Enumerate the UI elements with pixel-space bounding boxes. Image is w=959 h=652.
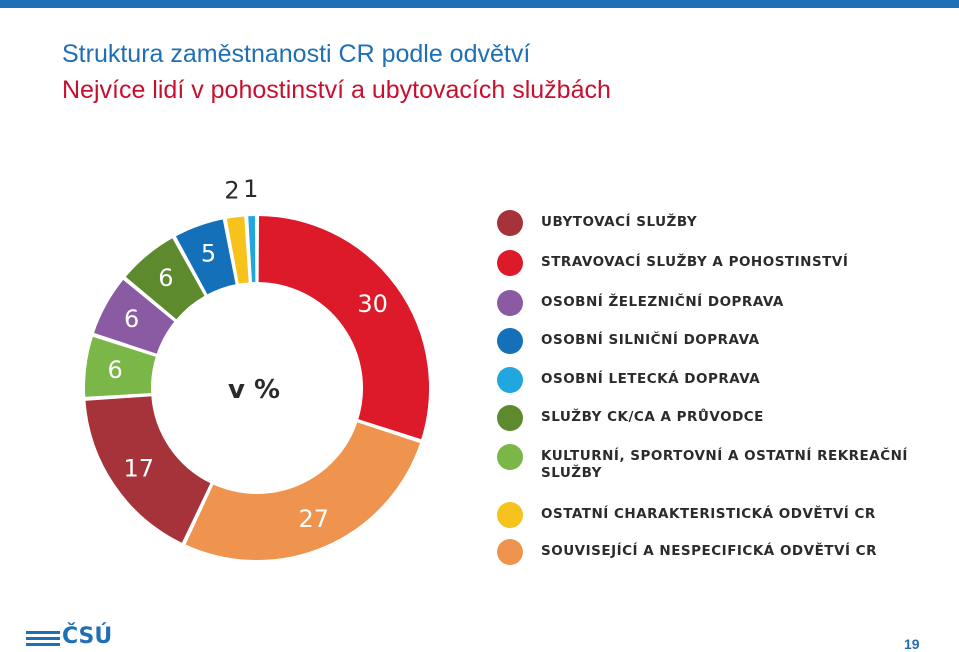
- logo-text: ČSÚ: [62, 624, 113, 649]
- donut-slice: [83, 334, 159, 399]
- legend-item: SOUVISEJÍCÍ A NESPECIFICKÁ ODVĚTVÍ CR: [497, 537, 927, 567]
- slice-value-label: 17: [123, 454, 154, 482]
- legend-label: OSOBNÍ SILNIČNÍ DOPRAVA: [541, 332, 760, 348]
- legend-item: OSOBNÍ ŽELEZNIČNÍ DOPRAVA: [497, 288, 927, 318]
- legend-label: SLUŽBY CK/CA A PRŮVODCE: [541, 409, 764, 425]
- legend-swatch-icon: [497, 367, 523, 393]
- legend-label: OSTATNÍ CHARAKTERISTICKÁ ODVĚTVÍ CR: [541, 506, 876, 522]
- legend-item: STRAVOVACÍ SLUŽBY A POHOSTINSTVÍ: [497, 248, 927, 278]
- top-accent-bar: [0, 0, 959, 8]
- slice-value-label: 5: [201, 239, 216, 267]
- legend-label: OSOBNÍ ŽELEZNIČNÍ DOPRAVA: [541, 294, 784, 310]
- legend-swatch-icon: [497, 250, 523, 276]
- donut-slice: [224, 214, 251, 286]
- chart-center-label: v %: [228, 375, 280, 405]
- legend-swatch-icon: [497, 502, 523, 528]
- donut-slice: [173, 217, 238, 298]
- donut-slice: [182, 419, 423, 562]
- legend-swatch-icon: [497, 210, 523, 236]
- legend-item: OSOBNÍ LETECKÁ DOPRAVA: [497, 365, 927, 395]
- legend-item: KULTURNÍ, SPORTOVNÍ A OSTATNÍ REKREAČNÍ …: [497, 442, 927, 481]
- legend-item: UBYTOVACÍ SLUŽBY: [497, 208, 927, 238]
- slice-value-label: 30: [357, 290, 388, 318]
- legend-swatch-icon: [497, 405, 523, 431]
- page-subtitle: Nejvíce lidí v pohostinství a ubytovacíc…: [62, 76, 611, 104]
- csu-logo: ČSÚ: [26, 624, 116, 652]
- donut-slice: [246, 213, 258, 285]
- legend-item: OSOBNÍ SILNIČNÍ DOPRAVA: [497, 326, 927, 356]
- slice-value-label: 6: [124, 305, 139, 333]
- legend-swatch-icon: [497, 328, 523, 354]
- legend-label: KULTURNÍ, SPORTOVNÍ A OSTATNÍ REKREAČNÍ …: [541, 448, 908, 481]
- legend-swatch-icon: [497, 444, 523, 470]
- donut-slice: [83, 394, 214, 546]
- donut-slice: [256, 213, 431, 442]
- donut-slice: [91, 277, 178, 357]
- page-title: Struktura zaměstnanosti CR podle odvětví: [62, 40, 531, 68]
- legend-item: OSTATNÍ CHARAKTERISTICKÁ ODVĚTVÍ CR: [497, 500, 927, 530]
- slice-value-label: 27: [299, 505, 330, 533]
- legend-label: OSOBNÍ LETECKÁ DOPRAVA: [541, 371, 761, 387]
- legend-label: STRAVOVACÍ SLUŽBY A POHOSTINSTVÍ: [541, 254, 849, 270]
- logo-lines-icon: [26, 631, 60, 649]
- legend-swatch-icon: [497, 290, 523, 316]
- legend-item: SLUŽBY CK/CA A PRŮVODCE: [497, 403, 927, 433]
- slice-value-label: 2: [224, 177, 239, 205]
- legend-label: UBYTOVACÍ SLUŽBY: [541, 214, 698, 230]
- slice-value-label: 6: [107, 356, 122, 384]
- slice-value-label: 1: [243, 175, 258, 203]
- slice-value-label: 6: [158, 264, 173, 292]
- donut-slice: [122, 235, 208, 322]
- legend-swatch-icon: [497, 539, 523, 565]
- legend-label: SOUVISEJÍCÍ A NESPECIFICKÁ ODVĚTVÍ CR: [541, 543, 877, 559]
- page-number: 19: [904, 636, 920, 652]
